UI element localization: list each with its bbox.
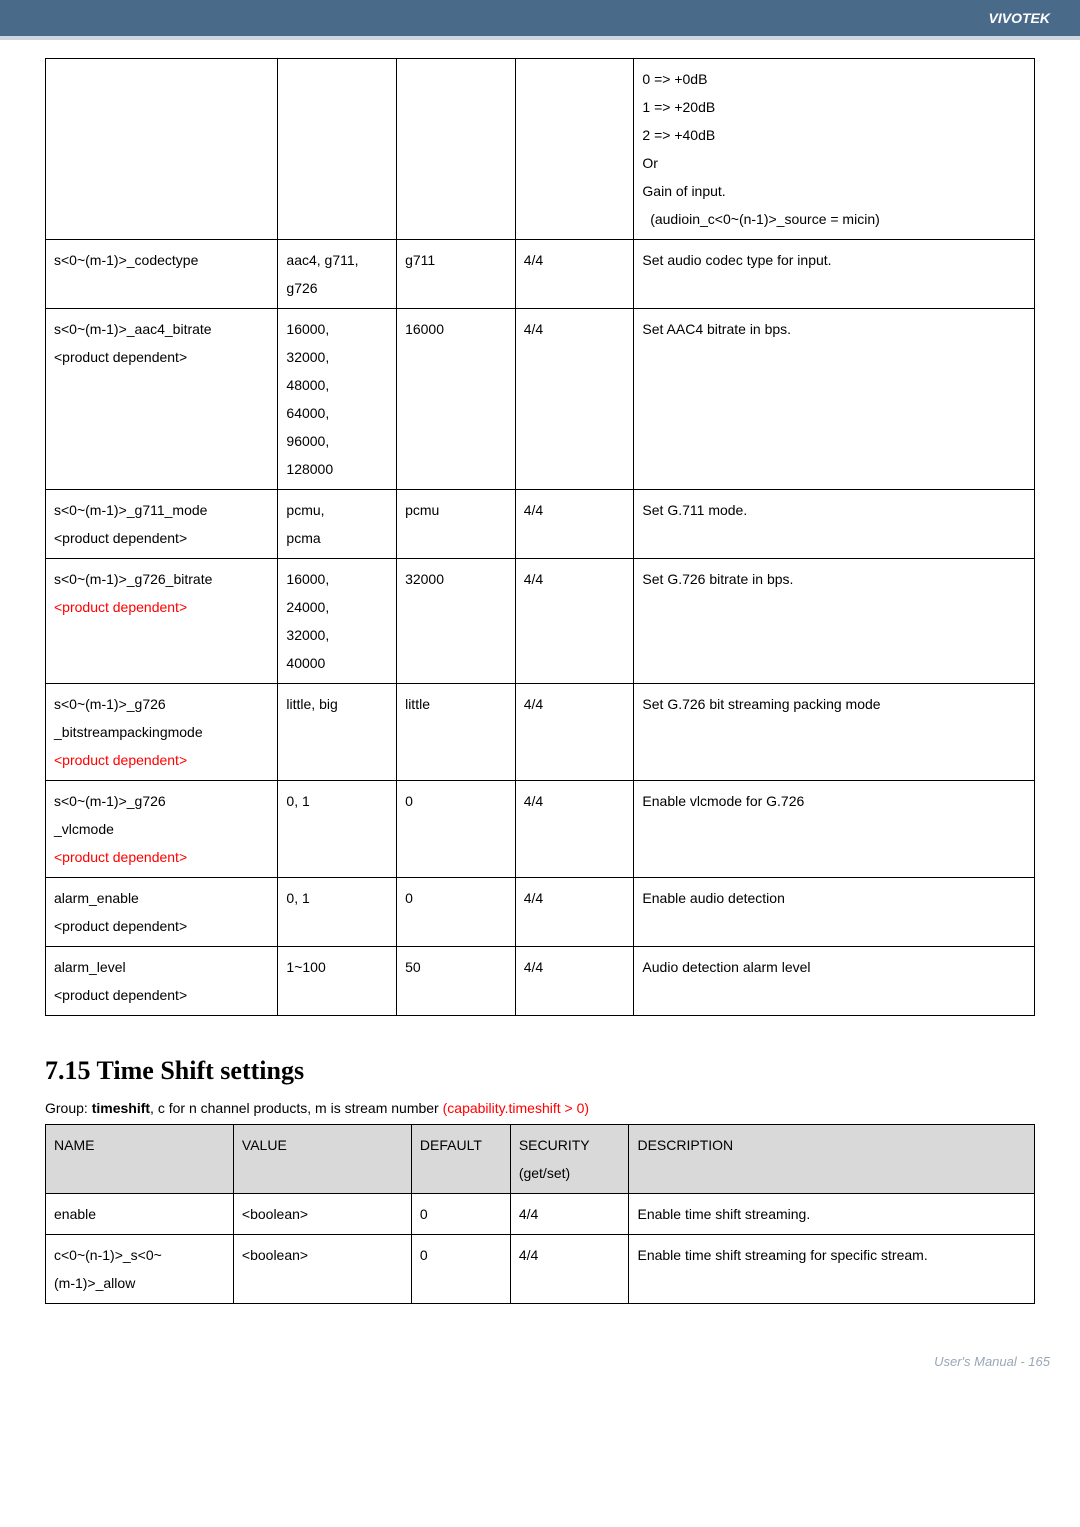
table-row: s<0~(m-1)>_g726_bitstreampackingmode<pro…	[46, 684, 1035, 781]
cell: Set AAC4 bitrate in bps.	[634, 309, 1035, 490]
cell: pcmu,pcma	[278, 490, 397, 559]
table-row: alarm_level<product dependent>1~100504/4…	[46, 947, 1035, 1016]
group-red: (capability.timeshift > 0)	[443, 1100, 589, 1116]
cell: 0, 1	[278, 878, 397, 947]
section-title: 7.15 Time Shift settings	[45, 1056, 1035, 1086]
table-row: s<0~(m-1)>_g726_vlcmode<product dependen…	[46, 781, 1035, 878]
cell: 4/4	[515, 240, 634, 309]
table-header-row: NAME VALUE DEFAULT SECURITY (get/set) DE…	[46, 1125, 1035, 1194]
table-row: alarm_enable<product dependent>0, 104/4E…	[46, 878, 1035, 947]
cell: little	[397, 684, 516, 781]
cell: 16000,32000,48000,64000,96000,128000	[278, 309, 397, 490]
page-content: 0 => +0dB1 => +20dB2 => +40dBOrGain of i…	[0, 58, 1080, 1334]
cell	[278, 59, 397, 240]
cell: 50	[397, 947, 516, 1016]
cell: Enable time shift streaming for specific…	[629, 1235, 1035, 1304]
cell: s<0~(m-1)>_g726_bitstreampackingmode<pro…	[46, 684, 278, 781]
cell: 4/4	[510, 1194, 629, 1235]
cell: s<0~(m-1)>_codectype	[46, 240, 278, 309]
cell: alarm_level<product dependent>	[46, 947, 278, 1016]
th-security-l2: (get/set)	[519, 1165, 570, 1181]
cell: alarm_enable<product dependent>	[46, 878, 278, 947]
footer-text: User's Manual - 165	[934, 1354, 1050, 1369]
cell: little, big	[278, 684, 397, 781]
header-bar: VIVOTEK	[0, 0, 1080, 36]
cell: <boolean>	[233, 1235, 411, 1304]
th-description: DESCRIPTION	[629, 1125, 1035, 1194]
cell: 4/4	[515, 309, 634, 490]
cell: 0	[411, 1235, 510, 1304]
params-table-2: NAME VALUE DEFAULT SECURITY (get/set) DE…	[45, 1124, 1035, 1304]
cell: Set G.711 mode.	[634, 490, 1035, 559]
cell: 1~100	[278, 947, 397, 1016]
cell: s<0~(m-1)>_aac4_bitrate<product dependen…	[46, 309, 278, 490]
cell: 4/4	[515, 947, 634, 1016]
table-row: c<0~(n-1)>_s<0~(m-1)>_allow<boolean>04/4…	[46, 1235, 1035, 1304]
th-name: NAME	[46, 1125, 234, 1194]
cell: 4/4	[515, 559, 634, 684]
cell: s<0~(m-1)>_g726_vlcmode<product dependen…	[46, 781, 278, 878]
cell: 4/4	[515, 490, 634, 559]
cell: 4/4	[515, 684, 634, 781]
cell: 0	[411, 1194, 510, 1235]
footer: User's Manual - 165	[0, 1334, 1080, 1389]
cell: 4/4	[515, 878, 634, 947]
cell: c<0~(n-1)>_s<0~(m-1)>_allow	[46, 1235, 234, 1304]
cell: Enable vlcmode for G.726	[634, 781, 1035, 878]
cell: s<0~(m-1)>_g711_mode<product dependent>	[46, 490, 278, 559]
cell: <boolean>	[233, 1194, 411, 1235]
cell: 32000	[397, 559, 516, 684]
cell: enable	[46, 1194, 234, 1235]
table-row: s<0~(m-1)>_codectypeaac4, g711, g726g711…	[46, 240, 1035, 309]
params-table-1: 0 => +0dB1 => +20dB2 => +40dBOrGain of i…	[45, 58, 1035, 1016]
cell: aac4, g711, g726	[278, 240, 397, 309]
table-row: 0 => +0dB1 => +20dB2 => +40dBOrGain of i…	[46, 59, 1035, 240]
group-prefix: Group:	[45, 1100, 92, 1116]
group-line: Group: timeshift, c for n channel produc…	[45, 1100, 1035, 1116]
cell: Set audio codec type for input.	[634, 240, 1035, 309]
th-value: VALUE	[233, 1125, 411, 1194]
cell: Set G.726 bit streaming packing mode	[634, 684, 1035, 781]
table-row: enable<boolean>04/4Enable time shift str…	[46, 1194, 1035, 1235]
table-row: s<0~(m-1)>_g711_mode<product dependent>p…	[46, 490, 1035, 559]
cell: s<0~(m-1)>_g726_bitrate<product dependen…	[46, 559, 278, 684]
cell: 0	[397, 781, 516, 878]
cell: 0, 1	[278, 781, 397, 878]
group-bold: timeshift	[92, 1100, 150, 1116]
cell: g711	[397, 240, 516, 309]
th-default: DEFAULT	[411, 1125, 510, 1194]
cell: Enable time shift streaming.	[629, 1194, 1035, 1235]
brand-text: VIVOTEK	[989, 10, 1050, 26]
cell: 4/4	[510, 1235, 629, 1304]
cell	[397, 59, 516, 240]
table-row: s<0~(m-1)>_g726_bitrate<product dependen…	[46, 559, 1035, 684]
th-security-l1: SECURITY	[519, 1137, 590, 1153]
cell: 4/4	[515, 781, 634, 878]
header-underline	[0, 36, 1080, 40]
cell: Set G.726 bitrate in bps.	[634, 559, 1035, 684]
cell: pcmu	[397, 490, 516, 559]
cell: Audio detection alarm level	[634, 947, 1035, 1016]
cell	[46, 59, 278, 240]
cell: 16000,24000,32000,40000	[278, 559, 397, 684]
th-security: SECURITY (get/set)	[510, 1125, 629, 1194]
table-row: s<0~(m-1)>_aac4_bitrate<product dependen…	[46, 309, 1035, 490]
cell: Enable audio detection	[634, 878, 1035, 947]
cell: 16000	[397, 309, 516, 490]
group-mid: , c for n channel products, m is stream …	[150, 1100, 443, 1116]
cell: 0 => +0dB1 => +20dB2 => +40dBOrGain of i…	[634, 59, 1035, 240]
cell	[515, 59, 634, 240]
cell: 0	[397, 878, 516, 947]
